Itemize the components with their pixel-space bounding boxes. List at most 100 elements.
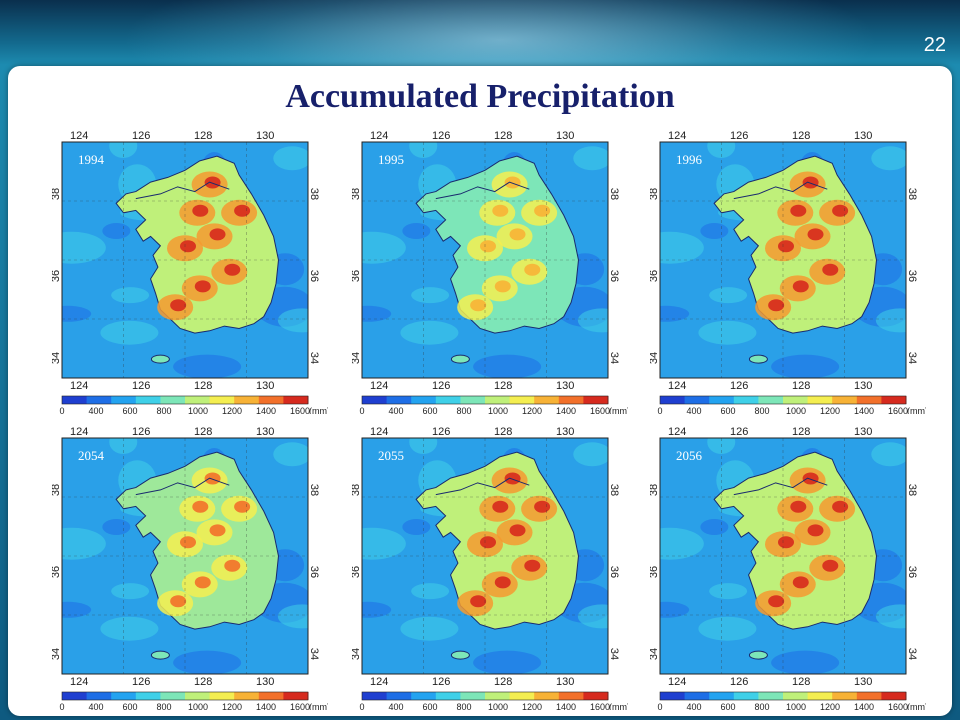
colorbar-segment — [684, 396, 710, 404]
precip-peak — [524, 263, 541, 276]
lat-tick-label-right: 38 — [906, 188, 918, 200]
lon-tick-label-top: 124 — [70, 130, 88, 142]
precip-peak — [807, 524, 824, 537]
colorbar-tick-label: 400 — [88, 406, 103, 414]
lon-tick-label-top: 128 — [792, 426, 810, 438]
colorbar-segment — [209, 396, 235, 404]
precip-peak — [470, 595, 487, 608]
map-year-label: 2055 — [378, 448, 404, 463]
precip-peak — [504, 176, 521, 189]
lon-tick-label-bottom: 128 — [792, 380, 810, 392]
sea-precip-patch — [173, 650, 242, 674]
colorbar-segment — [783, 692, 809, 700]
map-frame — [659, 437, 907, 675]
precip-peak — [204, 176, 221, 189]
sea-precip-patch — [100, 616, 159, 641]
sea-precip-patch — [400, 616, 459, 641]
lat-tick-label-right: 38 — [906, 484, 918, 496]
colorbar-frame — [659, 691, 907, 701]
colorbar-segment — [660, 396, 686, 404]
colorbar-tick-label: 1000 — [786, 702, 806, 710]
colorbar-segment — [209, 692, 235, 700]
colorbar-segment — [807, 396, 833, 404]
map-frame — [659, 141, 907, 379]
sea-precip-patch — [273, 442, 308, 467]
lon-tick-label-top: 130 — [854, 130, 872, 142]
sea-precip-patch — [173, 354, 242, 378]
precip-map-1996: 124 124 126 126 128 128 130 130 38 38 36 36 34 34 1996… — [650, 128, 926, 414]
lat-tick-label-left: 38 — [52, 484, 62, 496]
colorbar-tick-label: 0 — [59, 406, 64, 414]
colorbar-tick-label: 1000 — [786, 406, 806, 414]
precip-peak — [180, 536, 196, 549]
lat-tick-label-right: 38 — [608, 484, 620, 496]
sea-precip-patch — [577, 308, 608, 333]
precip-peak — [494, 576, 511, 589]
lon-tick-label-top: 124 — [668, 426, 686, 438]
colorbar-tick-label: 600 — [720, 406, 735, 414]
colorbar-segment — [86, 396, 112, 404]
lon-tick-label-bottom: 128 — [194, 380, 212, 392]
colorbar-segment — [185, 396, 211, 404]
precip-map-1995: 124 124 126 126 128 128 130 130 38 38 36 36 34 34 1995… — [352, 128, 628, 414]
colorbar-tick-label: 0 — [359, 702, 364, 710]
lon-tick-label-top: 126 — [432, 426, 450, 438]
colorbar-segment — [758, 396, 784, 404]
lat-tick-label-left: 36 — [352, 566, 362, 578]
colorbar-segment — [583, 692, 609, 700]
sea-precip-patch — [362, 527, 406, 560]
sea-precip-patch — [473, 354, 542, 378]
map-year-label: 1995 — [378, 152, 404, 167]
colorbar-tick-label: 400 — [88, 702, 103, 710]
lon-tick-label-bottom: 130 — [854, 676, 872, 688]
lon-tick-label-bottom: 130 — [256, 676, 274, 688]
lat-tick-label-right: 34 — [308, 648, 320, 660]
precip-peak — [504, 472, 521, 485]
colorbar-tick-label: 1400 — [556, 702, 576, 710]
colorbar-tick-label: 600 — [122, 702, 137, 710]
border-line — [135, 181, 230, 200]
map-frame — [361, 437, 609, 675]
sea-precip-patch — [400, 320, 459, 345]
lat-tick-label-left: 36 — [650, 270, 660, 282]
sea-precip-patch — [62, 305, 92, 322]
precip-peak — [509, 228, 526, 241]
sea-precip-patch — [277, 604, 308, 629]
precip-peak — [778, 536, 794, 549]
lat-tick-label-right: 36 — [906, 566, 918, 578]
colorbar-segment — [534, 692, 560, 700]
border-line — [733, 477, 828, 496]
colorbar-segment — [160, 692, 186, 700]
colorbar-tick-label: 1000 — [488, 702, 508, 710]
precipitation-field — [660, 142, 906, 378]
colorbar-segment — [881, 396, 907, 404]
sea-precip-patch — [771, 650, 840, 674]
sea-precip-patch — [111, 583, 150, 600]
lat-tick-label-right: 34 — [906, 648, 918, 660]
sea-precip-patch — [871, 442, 906, 467]
jeju-island — [748, 354, 768, 364]
colorbar-segment — [733, 692, 759, 700]
colorbar-frame — [361, 691, 609, 701]
lat-tick-label-left: 34 — [650, 648, 660, 660]
precip-map-2055: 124 124 126 126 128 128 130 130 38 38 36 36 34 34 2055… — [352, 424, 628, 710]
lon-tick-label-top: 124 — [370, 130, 388, 142]
colorbar-tick-label: 1400 — [256, 406, 276, 414]
lat-tick-label-right: 34 — [906, 352, 918, 364]
colorbar-tick-label: 800 — [156, 406, 171, 414]
border-line — [435, 477, 530, 496]
lon-tick-label-top: 130 — [556, 426, 574, 438]
colorbar-segment — [709, 396, 735, 404]
precip-peak — [180, 240, 196, 253]
sea-precip-patch — [771, 354, 840, 378]
colorbar-segment — [509, 692, 535, 700]
sea-precip-patch — [100, 320, 159, 345]
precip-peak — [209, 524, 226, 537]
precip-peak — [209, 228, 226, 241]
precip-peak — [234, 500, 251, 513]
sea-precip-patch — [698, 320, 757, 345]
colorbar-tick-label: 400 — [686, 406, 701, 414]
colorbar-tick-label: 1200 — [222, 406, 242, 414]
colorbar-unit-label: (mm) — [309, 702, 328, 710]
sea-precip-patch — [700, 222, 729, 239]
